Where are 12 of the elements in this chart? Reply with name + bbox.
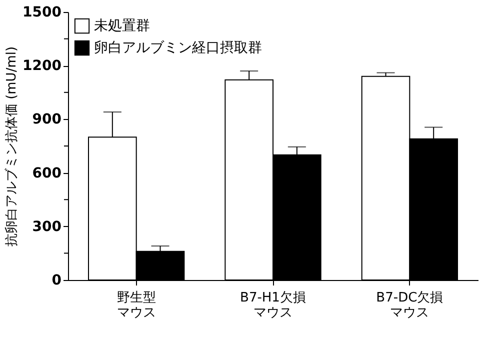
legend-label: 卵白アルブミン経口摂取群 <box>94 40 262 56</box>
y-tick-label: 1500 <box>22 4 62 20</box>
y-axis-title: 抗卵白アルブミン抗体価 (mU/ml) <box>4 46 20 247</box>
y-tick-label: 0 <box>52 272 62 288</box>
y-tick-label: 1200 <box>22 58 62 74</box>
x-tick-label: B7-H1欠損マウス <box>240 290 306 320</box>
y-tick-label: 600 <box>32 165 62 182</box>
legend-label: 未処置群 <box>94 18 150 34</box>
x-tick-label: 野生型マウス <box>116 290 156 320</box>
y-tick-label: 900 <box>32 112 62 128</box>
x-tick-label: B7-DC欠損マウス <box>376 290 444 320</box>
y-tick-label: 300 <box>32 218 62 235</box>
